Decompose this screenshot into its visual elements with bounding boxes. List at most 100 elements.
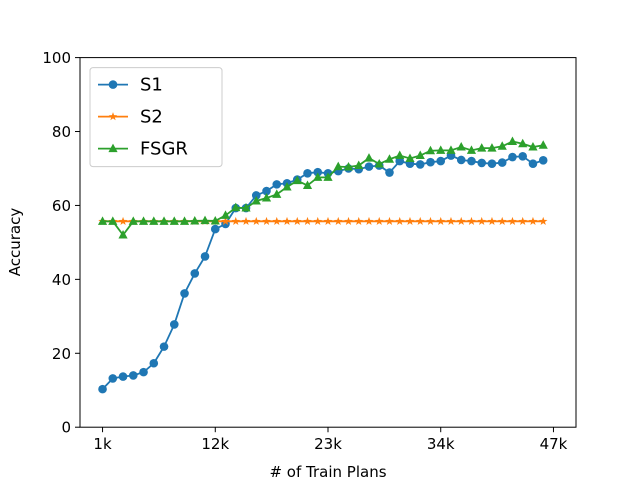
point (251, 196, 261, 205)
point (477, 143, 487, 152)
point (128, 216, 138, 225)
point (487, 159, 497, 168)
x-axis-label: # of Train Plans (269, 463, 386, 480)
legend-box (89, 67, 223, 168)
point (436, 216, 446, 225)
point (303, 216, 312, 225)
y-tick-label: 80 (52, 123, 71, 141)
point (241, 203, 251, 212)
point (528, 216, 538, 225)
legend-label: S2 (140, 107, 163, 128)
point (262, 216, 271, 225)
point (374, 159, 384, 168)
point (508, 216, 517, 225)
point (200, 215, 210, 225)
point (354, 160, 364, 170)
point (108, 374, 118, 383)
point (210, 215, 220, 225)
point (497, 158, 507, 167)
point (313, 167, 323, 177)
y-tick-label: 100 (42, 49, 71, 67)
point (446, 216, 456, 225)
point (251, 216, 261, 225)
point (292, 216, 302, 225)
point (262, 186, 271, 196)
point (221, 216, 230, 225)
y-tick-label: 40 (52, 271, 71, 289)
point (159, 342, 169, 351)
point (426, 157, 435, 167)
point (385, 168, 394, 177)
point (272, 216, 282, 225)
x-tick-label: 34k (427, 435, 455, 453)
point (159, 216, 169, 225)
point (507, 136, 518, 145)
point (436, 145, 446, 154)
point (282, 181, 292, 191)
point (436, 156, 446, 166)
point (303, 168, 312, 178)
x-tick-label: 47k (540, 435, 568, 453)
point (98, 384, 107, 394)
point (374, 216, 384, 225)
point (169, 216, 179, 225)
point (272, 180, 282, 189)
point (251, 191, 261, 200)
point (354, 216, 364, 225)
point (518, 138, 528, 148)
point (364, 216, 374, 225)
point (343, 162, 354, 171)
point (231, 202, 241, 212)
legend-marker (108, 112, 118, 121)
point (528, 142, 538, 151)
point (364, 153, 374, 162)
point (169, 320, 179, 329)
point (190, 269, 200, 278)
point (241, 216, 251, 225)
point (179, 216, 190, 225)
point (180, 289, 189, 298)
point (467, 216, 476, 225)
point (405, 216, 415, 225)
point (477, 158, 487, 168)
point (508, 152, 517, 162)
y-axis-label: Accuracy (6, 208, 24, 277)
point (149, 358, 159, 368)
point (415, 160, 425, 169)
point (118, 216, 128, 225)
point (456, 155, 466, 165)
point (190, 215, 200, 225)
legend: S1 S2 FSGR (89, 67, 223, 168)
point (528, 159, 538, 168)
point (497, 216, 507, 225)
point (323, 216, 333, 225)
point (487, 143, 497, 152)
point (302, 180, 313, 189)
legend-label: FSGR (140, 139, 188, 160)
point (426, 216, 435, 225)
y-tick-label: 0 (61, 419, 71, 437)
point (415, 216, 425, 225)
point (477, 216, 486, 225)
point (292, 175, 302, 185)
point (538, 216, 548, 225)
x-tick-label: 23k (314, 435, 342, 453)
point (118, 230, 128, 239)
point (139, 367, 148, 377)
point (333, 216, 343, 225)
y-tick-label: 20 (52, 345, 71, 363)
point (344, 216, 353, 225)
legend-marker (108, 143, 118, 153)
x-tick-label: 12k (201, 435, 229, 453)
point (518, 151, 528, 161)
point (220, 210, 231, 219)
y-tick-label: 60 (52, 197, 71, 215)
point (538, 140, 548, 149)
point (456, 216, 466, 225)
point (200, 252, 210, 261)
point (261, 193, 272, 202)
point (385, 216, 394, 225)
legend-marker (108, 80, 118, 89)
x-tick-label: 1k (93, 435, 112, 453)
